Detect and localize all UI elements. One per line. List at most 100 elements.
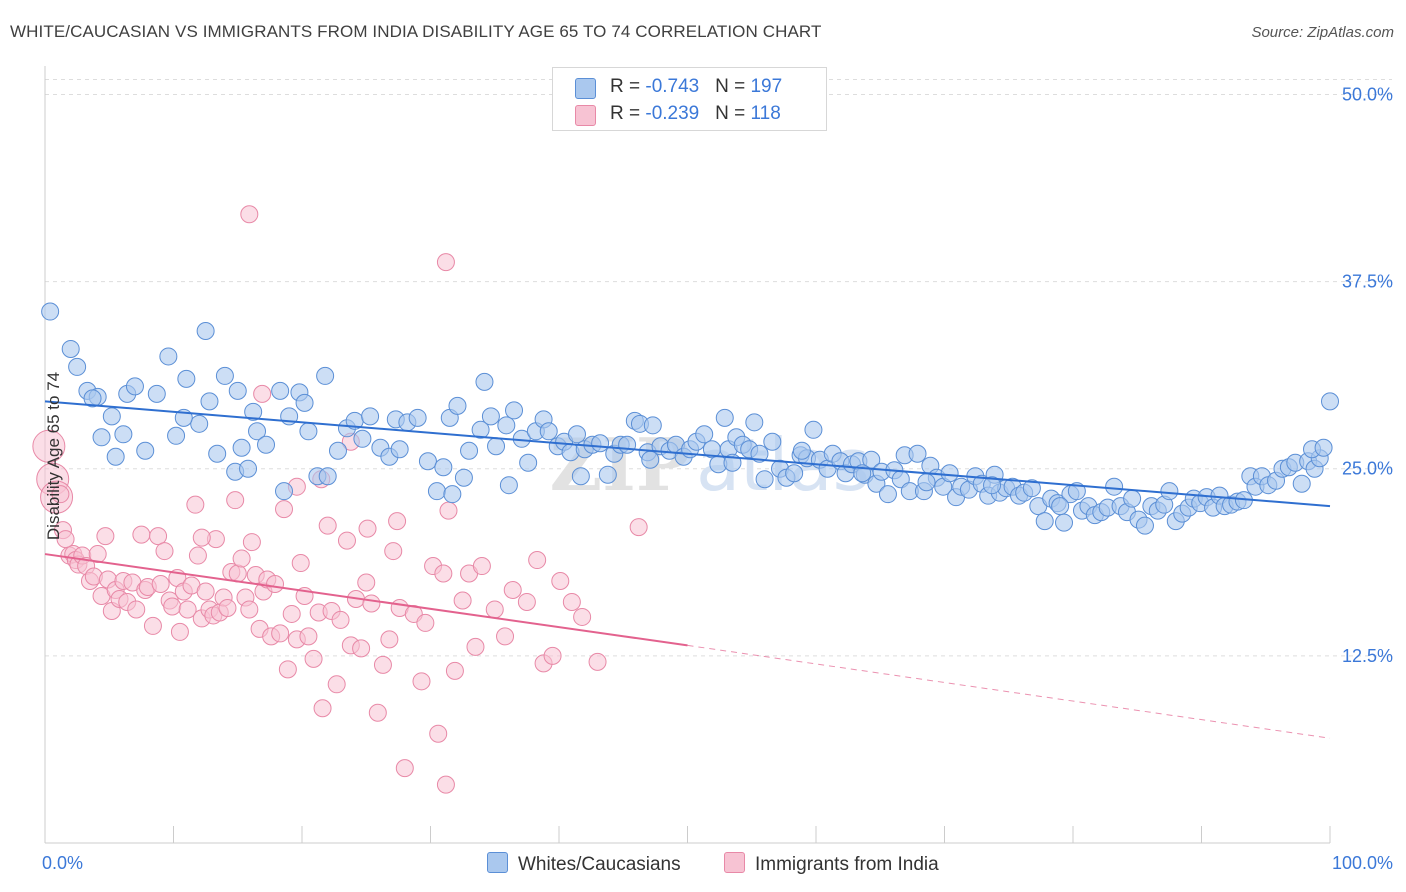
point-whites <box>136 441 155 460</box>
bottom-legend-india: Immigrants from India <box>724 852 939 876</box>
point-india <box>472 557 491 576</box>
point-whites <box>41 302 60 321</box>
point-india <box>445 661 464 680</box>
point-india <box>453 591 472 610</box>
point-whites <box>715 408 734 427</box>
point-india <box>151 575 170 594</box>
point-india <box>358 519 377 538</box>
legend-r-value: -0.743 <box>645 76 700 97</box>
point-whites <box>147 384 166 403</box>
point-whites <box>316 366 335 385</box>
y-tick-label: 25.0% <box>1342 459 1393 479</box>
point-whites <box>239 459 258 478</box>
bottom-legend-swatch-blue <box>487 852 508 873</box>
chart-title: WHITE/CAUCASIAN VS IMMIGRANTS FROM INDIA… <box>10 22 822 41</box>
point-india <box>466 637 485 656</box>
point-whites <box>190 414 209 433</box>
point-india <box>149 527 168 546</box>
point-whites <box>499 476 518 495</box>
bottom-legend-swatch-pink <box>724 852 745 873</box>
point-whites <box>434 458 453 477</box>
point-whites <box>1105 477 1124 496</box>
point-india <box>132 525 151 544</box>
bottom-legend-label: Immigrants from India <box>755 854 939 875</box>
point-whites <box>1292 474 1311 493</box>
point-whites <box>68 357 87 376</box>
point-whites <box>257 435 276 454</box>
point-whites <box>643 416 662 435</box>
point-whites <box>878 485 897 504</box>
point-india <box>188 546 207 565</box>
point-whites <box>792 441 811 460</box>
x-tick-label: 100.0% <box>1332 853 1393 873</box>
point-india <box>588 652 607 671</box>
point-india <box>299 627 318 646</box>
point-whites <box>232 438 251 457</box>
point-india <box>291 554 310 573</box>
point-whites <box>785 464 804 483</box>
point-india <box>155 542 174 561</box>
legend-r-value: -0.239 <box>645 103 700 124</box>
point-india <box>337 531 356 550</box>
trend-line-india-extrapolated <box>687 644 1331 739</box>
point-whites <box>908 444 927 463</box>
correlation-legend: R = -0.743 N = 197 R = -0.239 N = 118 <box>552 67 827 131</box>
point-whites <box>248 422 267 441</box>
point-india <box>304 649 323 668</box>
point-whites <box>454 468 473 487</box>
point-india <box>266 575 285 594</box>
point-india <box>275 500 294 519</box>
point-whites <box>61 339 80 358</box>
point-india <box>196 582 215 601</box>
point-whites <box>598 465 617 484</box>
point-india <box>368 703 387 722</box>
point-india <box>416 613 435 632</box>
point-whites <box>328 441 347 460</box>
point-whites <box>497 416 516 435</box>
points-whites <box>41 302 1339 535</box>
point-india <box>436 775 455 794</box>
point-whites <box>475 372 494 391</box>
point-whites <box>940 464 959 483</box>
point-india <box>271 624 290 643</box>
point-india <box>412 672 431 691</box>
point-whites <box>244 402 263 421</box>
point-whites <box>390 440 409 459</box>
point-india <box>503 580 522 599</box>
legend-n-label: N = <box>715 103 751 124</box>
point-india <box>543 646 562 665</box>
point-whites <box>271 381 290 400</box>
point-whites <box>167 426 186 445</box>
point-india <box>88 545 107 564</box>
point-whites <box>591 434 610 453</box>
point-india <box>373 655 392 674</box>
legend-n-value: 118 <box>750 103 781 124</box>
point-whites <box>571 467 590 486</box>
legend-swatch-pink <box>575 105 596 126</box>
point-whites <box>418 452 437 471</box>
point-india <box>282 604 301 623</box>
point-whites <box>1160 482 1179 501</box>
point-whites <box>1135 516 1154 535</box>
point-india <box>143 616 162 635</box>
point-whites <box>1314 438 1333 457</box>
point-whites <box>318 467 337 486</box>
y-tick-label: 50.0% <box>1342 84 1393 104</box>
point-whites <box>1123 489 1142 508</box>
point-india <box>32 429 66 463</box>
point-whites <box>983 476 1002 495</box>
point-india <box>429 724 448 743</box>
point-whites <box>443 485 462 504</box>
point-whites <box>618 435 637 454</box>
point-whites <box>505 401 524 420</box>
tick-labels: 12.5% 25.0% 37.5% 50.0% 0.0% 100.0% <box>42 84 1393 873</box>
point-whites <box>804 420 823 439</box>
point-india <box>528 551 547 570</box>
point-india <box>318 516 337 535</box>
point-whites <box>448 396 467 415</box>
point-whites <box>208 444 227 463</box>
point-india <box>496 627 515 646</box>
gridlines <box>45 78 1392 657</box>
point-whites <box>1067 482 1086 501</box>
